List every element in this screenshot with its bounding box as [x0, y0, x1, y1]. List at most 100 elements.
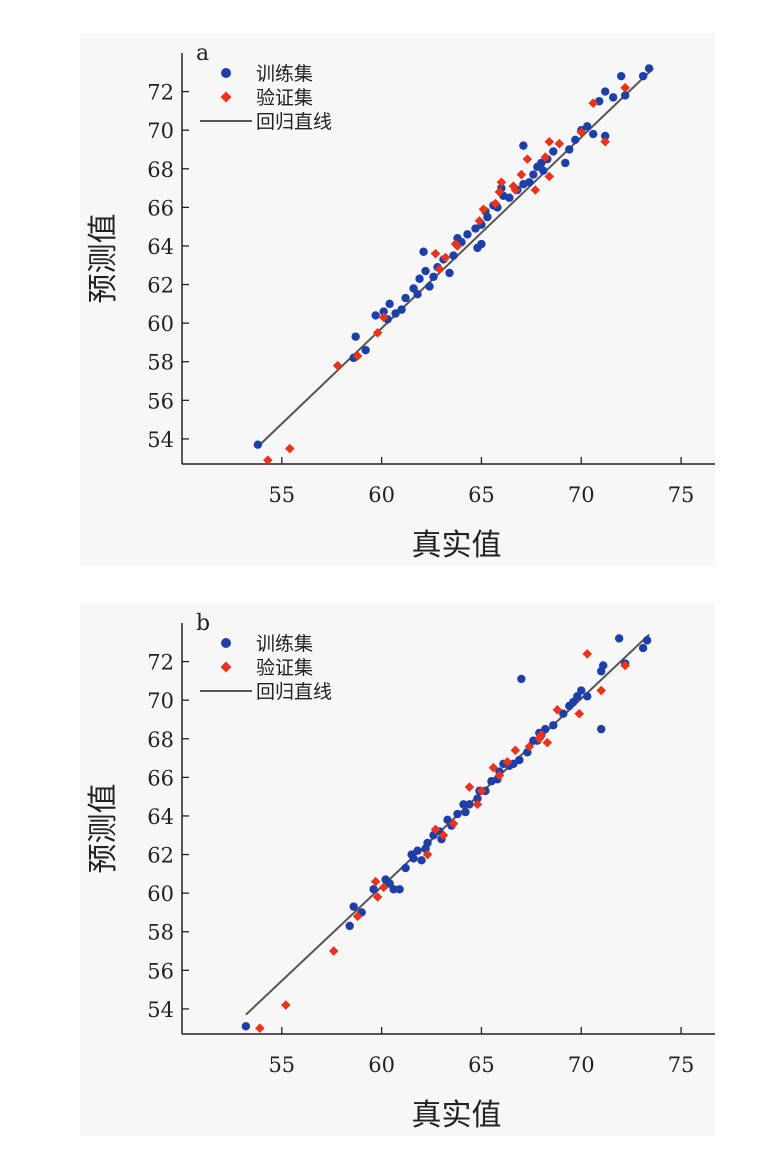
legend-label: 训练集	[256, 63, 313, 85]
x-tick-label: 60	[368, 1053, 395, 1077]
legend-train-marker	[221, 638, 231, 648]
valid-point	[494, 187, 505, 197]
train-point	[253, 440, 263, 449]
valid-point	[576, 127, 587, 137]
valid-point	[596, 685, 607, 696]
legend-label: 回归直线	[256, 681, 332, 703]
train-point	[517, 674, 526, 684]
valid-point	[540, 152, 551, 162]
train-point	[361, 345, 370, 355]
valid-point	[554, 138, 565, 149]
valid-point	[448, 818, 459, 829]
y-tick-label: 66	[147, 766, 174, 790]
train-point	[465, 800, 474, 809]
valid-point	[496, 177, 507, 188]
x-tick-label: 70	[568, 483, 595, 507]
train-point	[429, 272, 438, 282]
valid-point	[522, 154, 533, 164]
train-point	[397, 305, 406, 314]
valid-point	[510, 745, 521, 756]
legend-train-marker	[221, 68, 231, 78]
valid-point	[378, 882, 389, 893]
valid-point	[544, 171, 555, 182]
train-point	[529, 170, 538, 179]
valid-point	[263, 455, 273, 465]
valid-point	[284, 443, 295, 454]
train-point	[461, 807, 470, 817]
valid-point	[524, 741, 535, 752]
y-tick-label: 54	[147, 428, 174, 452]
train-point	[583, 692, 592, 701]
train-point	[425, 282, 434, 291]
train-point	[415, 274, 424, 283]
valid-series	[255, 649, 630, 1034]
valid-point	[328, 946, 339, 956]
train-point	[638, 643, 648, 653]
train-point	[421, 266, 430, 276]
train-point	[401, 863, 410, 873]
train-point	[539, 166, 548, 175]
valid-point	[438, 830, 449, 841]
valid-point	[574, 708, 585, 719]
y-tick-label: 60	[147, 312, 174, 336]
valid-point	[464, 782, 475, 792]
train-point	[445, 268, 454, 278]
train-point	[449, 251, 458, 260]
train-point	[569, 697, 578, 707]
train-point	[379, 307, 388, 316]
train-point	[453, 809, 462, 819]
x-tick-label: 65	[468, 483, 495, 507]
train-point	[644, 64, 654, 73]
legend-label: 训练集	[256, 633, 313, 655]
valid-point	[490, 198, 501, 209]
train-point	[559, 709, 568, 718]
panel-label: b	[196, 611, 210, 636]
train-point	[601, 87, 610, 96]
y-tick-label: 62	[147, 274, 174, 298]
train-point	[515, 755, 524, 765]
train-point	[561, 158, 570, 168]
valid-point	[332, 360, 343, 371]
scatter-plot-b: 55 60 65 70 75 54 56 58 60 62 64 66 68 70 72 真实值 预测值 b 训练集…	[86, 611, 715, 1133]
x-tick-label: 70	[568, 1053, 595, 1077]
train-point	[537, 158, 546, 168]
train-point	[413, 846, 422, 855]
valid-point	[600, 136, 611, 147]
legend-label: 回归直线	[256, 111, 332, 133]
train-point	[583, 122, 592, 131]
x-tick-label: 60	[368, 483, 395, 507]
valid-point	[542, 737, 553, 748]
x-tick-label: 55	[268, 483, 295, 507]
y-tick-label: 58	[147, 921, 174, 945]
valid-point	[472, 799, 483, 810]
y-tick-label: 72	[147, 651, 174, 675]
valid-point	[430, 248, 441, 259]
train-point	[349, 902, 358, 911]
train-point	[608, 93, 618, 102]
chart-panel-b: 55 60 65 70 75 54 56 58 60 62 64 66 68 70 72 真实值 预测值 b 训练集…	[80, 603, 715, 1136]
valid-point	[516, 169, 527, 180]
valid-point	[434, 264, 445, 274]
train-point	[369, 885, 378, 894]
valid-point	[478, 204, 489, 215]
panel-label: a	[196, 41, 209, 66]
valid-series	[263, 82, 630, 465]
valid-point	[502, 757, 513, 767]
valid-point	[372, 327, 383, 338]
valid-point	[530, 185, 541, 195]
y-tick-label: 66	[147, 196, 174, 220]
y-axis-title: 预测值	[86, 214, 121, 304]
train-point	[473, 243, 482, 253]
chart-panel-a: 55 60 65 70 75 54 56 58 60 62 64 66 68 70 72 真实值 预测值 a 训练集…	[80, 33, 715, 566]
scatter-plot-a: 55 60 65 70 75 54 56 58 60 62 64 66 68 70 72 真实值 预测值 a 训练集…	[86, 41, 715, 563]
y-tick-label: 58	[147, 351, 174, 375]
valid-point	[552, 705, 563, 715]
train-point	[577, 686, 586, 695]
valid-point	[474, 216, 485, 226]
train-point	[601, 131, 610, 141]
train-point	[385, 879, 394, 888]
valid-point	[370, 876, 381, 887]
y-tick-label: 54	[147, 998, 174, 1022]
y-tick-label: 62	[147, 844, 174, 868]
train-point	[345, 921, 354, 931]
